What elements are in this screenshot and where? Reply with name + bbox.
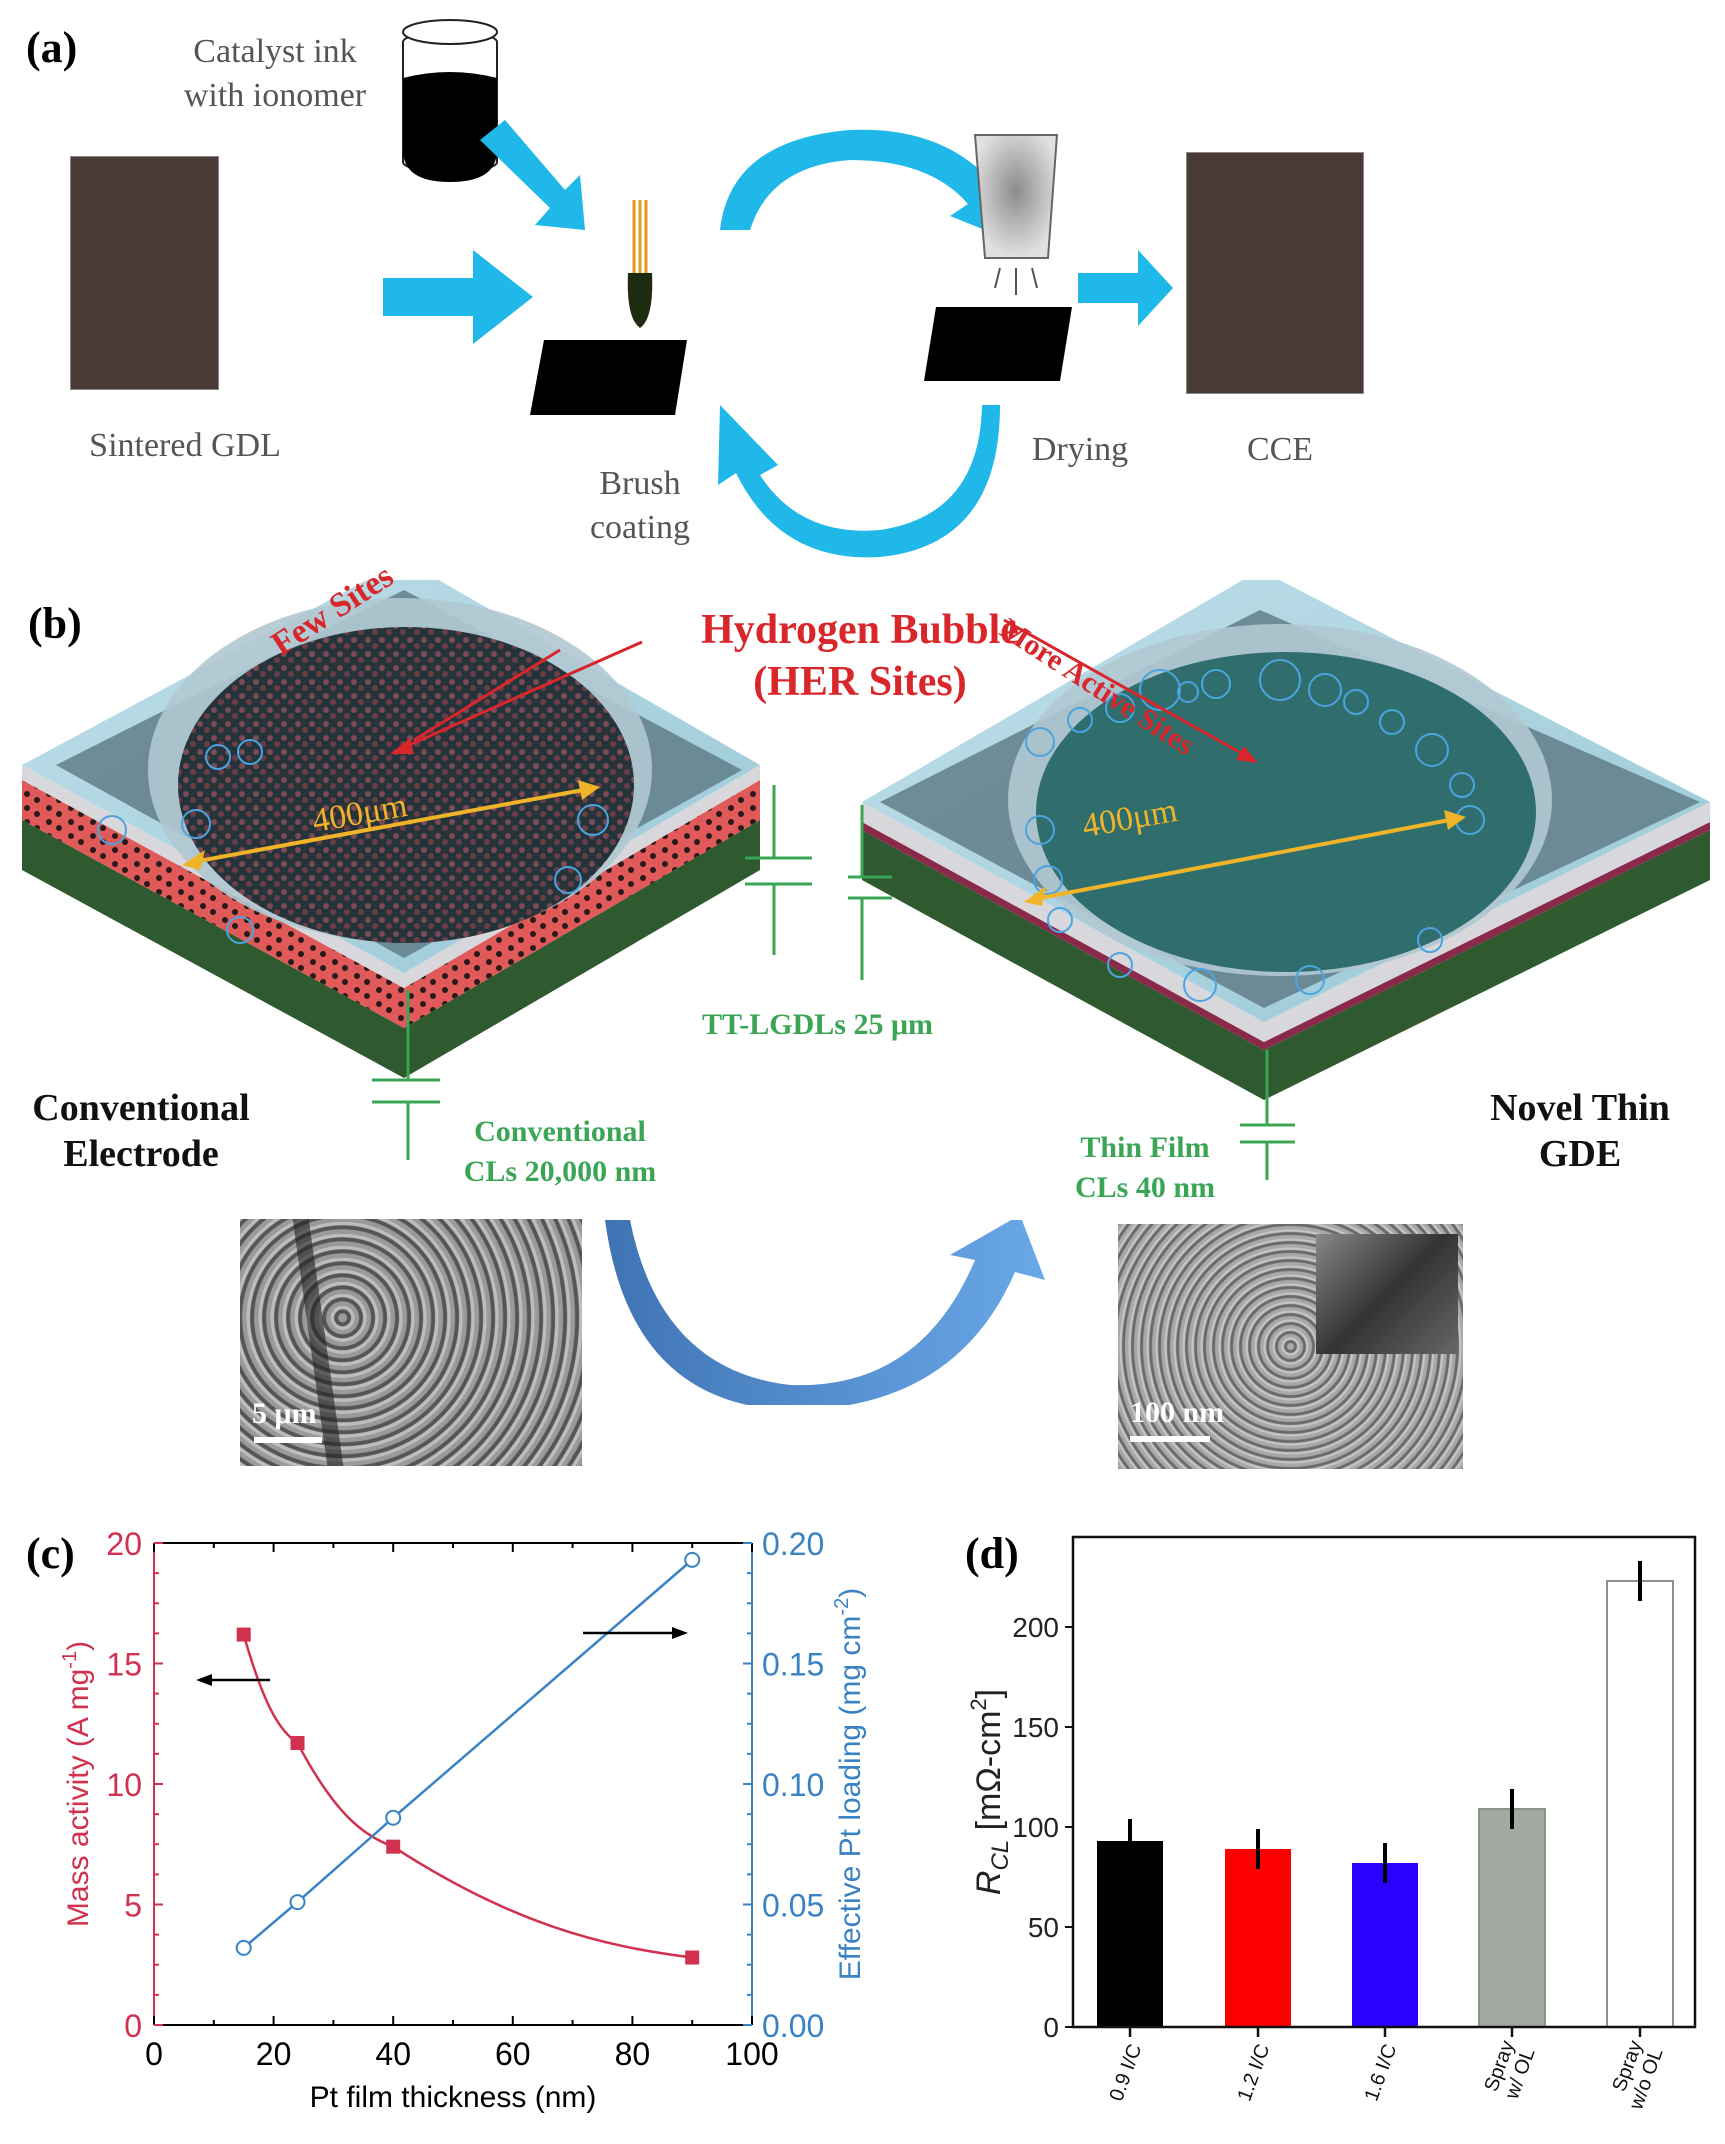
hydrogen-bubble-title: Hydrogen Bubble (HER Sites) [701,607,1019,705]
x-tick-label: 100 [725,2036,778,2072]
tt-lgdl-dimension-marks [372,785,1295,1180]
scale-bar-left [254,1437,322,1443]
novel-thin-gde-label: Novel Thin GDE [1490,1087,1670,1175]
sintered-gdl-sample [70,156,219,390]
x-tick-label: 80 [615,2036,651,2072]
mass-activity-marker [290,1736,305,1751]
y-axis-title: RCL [mΩ-cm2] [966,1689,1014,1895]
arrow-gdl-to-brush [383,250,533,344]
conventional-electrode-label: Conventional Electrode [32,1087,250,1175]
arrow-ink-to-brush [480,120,585,230]
y-tick-label: 150 [1012,1712,1059,1743]
ink-label: Catalyst ink with ionomer [183,33,367,114]
y-tick-label-left: 10 [106,1767,142,1803]
bar [1225,1849,1291,2027]
mass-activity-marker [236,1627,251,1642]
y-tick-label-right: 0.00 [762,2008,824,2044]
x-tick-label: 20 [256,2036,292,2072]
bar [1097,1841,1163,2027]
sem-scale-right: 100 nm [1130,1396,1225,1429]
x-tick-label: 1.6 I/C [1361,2041,1402,2104]
pt-loading-marker [235,1939,252,1956]
arrow-loop-top [720,129,1010,240]
y-axis-title-left: Mass activity (A mg-1) [59,1641,95,1927]
brush-icon [627,200,653,328]
arrow-conventional-to-thin [605,1220,1045,1405]
label-drying: Drying [1031,431,1129,468]
y-tick-label-right: 0.15 [762,1647,824,1683]
label-brush-coating: Brush coating [589,465,691,546]
x-tick-label: 0.9 I/C [1106,2041,1147,2104]
x-tick-label: 60 [495,2036,531,2072]
panel-label-d: (d) [965,1529,1019,1578]
y-tick-label-right: 0.05 [762,1888,824,1924]
y-tick-label: 200 [1012,1612,1059,1643]
y-tick-label: 0 [1043,2012,1059,2043]
x-tick-label: 40 [375,2036,411,2072]
x-tick-label: 0 [145,2036,163,2072]
bar [1478,1808,1546,2028]
arrow-drying-to-cce [1078,250,1173,326]
electrode-illustrations [22,580,1710,1180]
catalyst-vial-icon [402,19,498,182]
bar [1606,1580,1674,2028]
pt-loading-marker [684,1551,701,1568]
rcl-bar-chart: 0 50 100 150 200 0.9 I/C 1.2 I/C 1.6 I/C Sprayw/… [966,1535,1697,2114]
y-tick-label-right: 0.10 [762,1767,824,1803]
y-tick-label: 50 [1028,1912,1059,1943]
pt-loading-marker [385,1809,402,1826]
arrow-loop-bottom [718,405,1000,558]
label-sintered-gdl: Sintered GDL [89,427,281,464]
y-tick-label: 100 [1012,1812,1059,1843]
novel-thin-gde-block [862,580,1710,1100]
label-cce: CCE [1246,431,1314,468]
bar [1352,1863,1418,2027]
panel-label-b: (b) [28,599,82,648]
sem-image-conventional: 5 μm [240,1219,582,1466]
mass-activity-chart: 0 20 40 60 80 100 0 5 10 15 20 0.00 0.05 0.10 0.15 0.20… [59,1526,867,2114]
y-tick-label-left: 0 [124,2008,142,2044]
mass-activity-marker [685,1950,700,1965]
mass-activity-curve [242,1634,693,1959]
y-tick-label-left: 20 [106,1526,142,1562]
pt-loading-marker [289,1894,306,1911]
y-tick-label-right: 0.20 [762,1526,824,1562]
brush-substrate [530,340,687,415]
conventional-electrode-block [22,580,760,1078]
drying-substrate [924,307,1072,381]
dryer-icon [973,134,1059,295]
panel-label-a: (a) [26,23,78,72]
sem-scale-left: 5 μm [252,1397,317,1430]
mass-activity-marker [386,1839,401,1854]
thin-film-cls-label: Thin Film CLs 40 nm [1074,1131,1216,1204]
pt-loading-line [242,1558,694,1949]
y-tick-label-left: 15 [106,1647,142,1683]
conventional-cls-label: Conventional CLs 20,000 nm [463,1115,657,1188]
tem-inset [1316,1234,1458,1354]
x-tick-label: 1.2 I/C [1234,2041,1275,2104]
y-tick-label-left: 5 [124,1888,142,1924]
y-axis-title-right: Effective Pt loading (mg cm-2) [831,1588,867,1980]
x-tick-label: Sprayw/o OL [1604,2038,1667,2114]
sem-image-thin-film: 100 nm [1118,1224,1463,1469]
x-tick-label: Sprayw/ OL [1480,2038,1540,2103]
tt-lgdls-label: TT-LGDLs 25 μm [702,1008,933,1041]
x-axis-title: Pt film thickness (nm) [310,2081,597,2114]
panel-label-c: (c) [26,1529,75,1578]
cce-sample [1186,152,1364,394]
scale-bar-right [1130,1436,1210,1442]
